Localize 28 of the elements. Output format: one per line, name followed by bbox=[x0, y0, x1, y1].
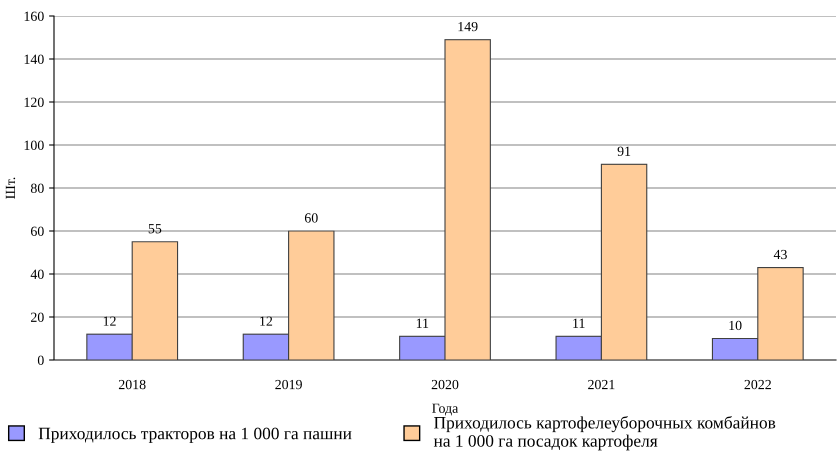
data-label: 10 bbox=[729, 320, 742, 330]
x-tick-label: 2019 bbox=[275, 380, 302, 390]
data-label: 55 bbox=[148, 224, 162, 234]
y-tick-label: 0 bbox=[38, 356, 44, 365]
data-label: 91 bbox=[618, 146, 630, 156]
y-tick-label: 140 bbox=[24, 54, 44, 64]
y-axis-title: Шт. bbox=[6, 178, 16, 199]
data-label: 11 bbox=[573, 318, 585, 328]
x-tick-label: 2020 bbox=[432, 380, 458, 390]
y-tick-label: 40 bbox=[30, 270, 44, 279]
x-tick-label: 2022 bbox=[744, 380, 771, 390]
data-label: 60 bbox=[304, 213, 318, 223]
y-tick-label: 100 bbox=[24, 140, 44, 150]
x-axis-title: Года bbox=[432, 404, 458, 416]
data-label: 12 bbox=[260, 316, 272, 326]
data-label: 12 bbox=[104, 316, 116, 326]
y-tick-label: 20 bbox=[31, 312, 44, 322]
y-tick-label: 80 bbox=[30, 184, 44, 193]
data-label: 149 bbox=[458, 22, 478, 32]
data-label: 43 bbox=[774, 250, 787, 260]
x-tick-label: 2018 bbox=[118, 380, 146, 390]
y-tick-label: 160 bbox=[24, 12, 44, 21]
x-tick-label: 2021 bbox=[588, 380, 614, 390]
y-tick-label: 60 bbox=[30, 226, 44, 236]
y-tick-label: 120 bbox=[24, 98, 44, 107]
data-label: 11 bbox=[416, 318, 428, 328]
legend-label: Приходилось тракторов на 1 000 га пашни bbox=[38, 428, 352, 443]
legend-label: Приходилось картофелеуборочных комбайнов на 1 000 га посадок картофеля bbox=[434, 416, 776, 450]
